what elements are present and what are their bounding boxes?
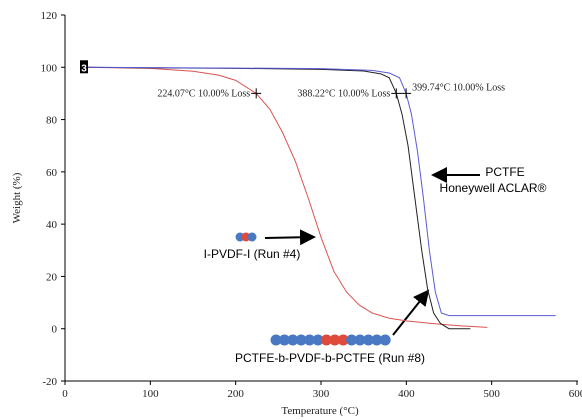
bead — [312, 334, 324, 346]
bead — [278, 334, 290, 346]
x-tick-label: 600 — [569, 388, 582, 400]
bead — [354, 334, 366, 346]
x-tick-label: 300 — [313, 388, 330, 400]
x-tick-label: 0 — [62, 388, 68, 400]
point-annotation: 224.07°C 10.00% Loss — [157, 88, 250, 99]
bead — [379, 334, 391, 346]
polymer-icon — [235, 232, 391, 346]
x-axis-title: Temperature (°C) — [281, 405, 359, 417]
marker-label: 3 — [81, 63, 87, 74]
arrow — [392, 289, 430, 336]
bead — [287, 334, 299, 346]
bead — [320, 334, 332, 346]
bead — [337, 334, 349, 346]
point-annotation: 399.74°C 10.00% Loss — [412, 82, 505, 93]
crosshair — [401, 88, 412, 99]
line — [82, 66, 488, 328]
x-tick-label: 400 — [398, 388, 415, 400]
y-tick-label: 60 — [46, 167, 58, 179]
line — [82, 66, 471, 330]
x-tick-label: 100 — [142, 388, 159, 400]
annotation: PCTFE-b-PVDF-b-PCTFE (Run #8) — [235, 351, 425, 365]
annotation: I-PVDF-I (Run #4) — [204, 247, 301, 261]
arrow — [264, 229, 316, 246]
y-tick-label: 120 — [41, 10, 58, 22]
bead — [304, 334, 316, 346]
line — [82, 66, 556, 317]
point-annotation: 388.22°C 10.00% Loss — [297, 88, 390, 99]
bead — [247, 232, 257, 242]
y-tick-label: 20 — [46, 271, 58, 283]
bead — [371, 334, 383, 346]
crosshair — [391, 88, 402, 99]
bead — [295, 334, 307, 346]
x-tick-label: 200 — [227, 388, 244, 400]
annotation: PCTFE — [485, 165, 524, 179]
y-tick-label: -20 — [42, 376, 57, 388]
crosshair — [251, 88, 262, 99]
bead — [270, 334, 282, 346]
bead — [329, 334, 341, 346]
annotation: Honeywell ACLAR® — [440, 181, 547, 195]
y-tick-label: 80 — [46, 115, 58, 127]
y-tick-label: 100 — [41, 62, 58, 74]
y-tick-label: 0 — [52, 324, 58, 336]
y-axis-title: Weight (%) — [11, 172, 23, 223]
bead — [362, 334, 374, 346]
bead — [346, 334, 358, 346]
y-tick-label: 40 — [46, 219, 58, 231]
x-tick-label: 500 — [483, 388, 500, 400]
marker-box — [80, 60, 88, 74]
